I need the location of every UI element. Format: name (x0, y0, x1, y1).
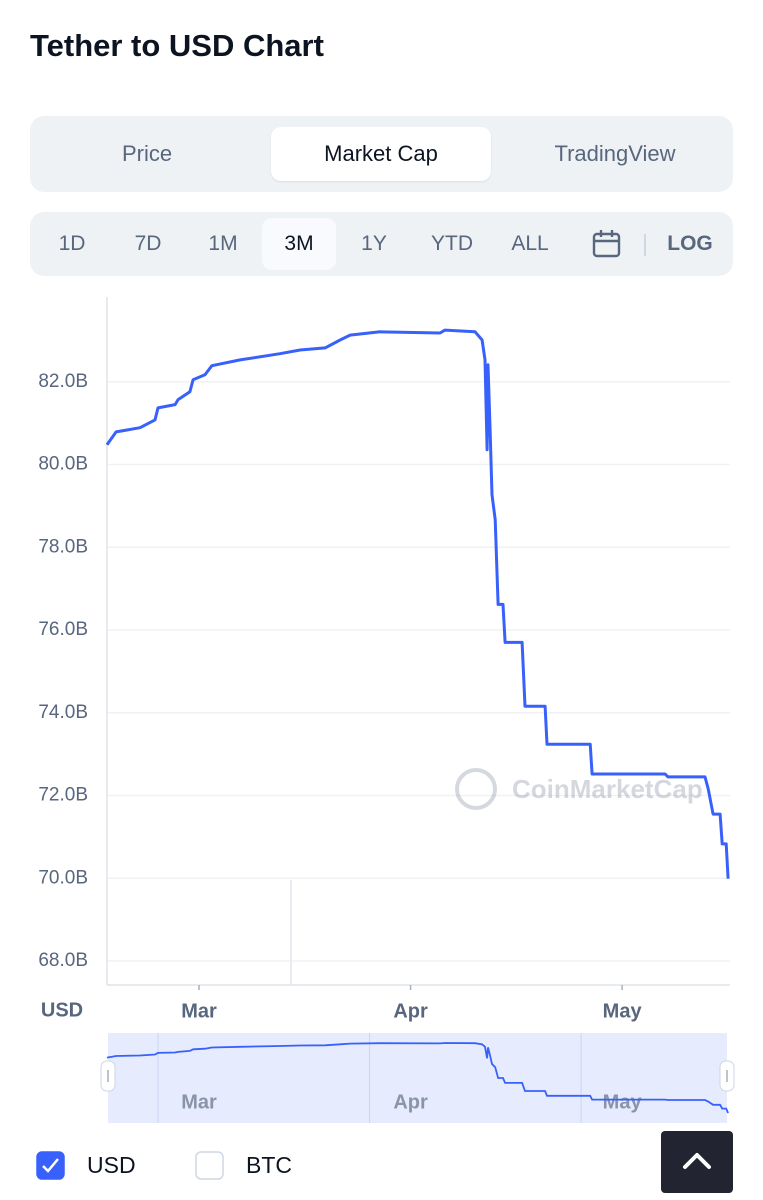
watermark: CoinMarketCap (455, 768, 703, 810)
range-button[interactable]: YTD (431, 232, 473, 255)
tab[interactable]: Market Cap (271, 127, 491, 181)
price-line (105, 328, 730, 879)
y-tick-label: 80.0B (38, 454, 88, 475)
watermark-text: CoinMarketCap (512, 774, 703, 804)
navigator-label: May (603, 1091, 643, 1113)
y-tick-label: 68.0B (38, 950, 88, 971)
y-tick-label: 78.0B (38, 536, 88, 557)
range-button[interactable]: 1D (58, 232, 86, 255)
axis-label: USD (41, 999, 83, 1021)
tab-bar: Price Market Cap TradingView (30, 116, 733, 192)
tab[interactable]: Price (121, 141, 173, 166)
y-tick-label: 82.0B (38, 371, 88, 392)
range-button[interactable]: ALL (511, 232, 549, 255)
y-tick-label: 70.0B (38, 867, 88, 888)
checkbox (195, 1151, 224, 1180)
range-button[interactable]: 7D (134, 232, 162, 255)
legend-label: USD (87, 1152, 136, 1178)
watermark-logo (455, 768, 497, 810)
checkbox (36, 1151, 65, 1180)
x-tick-label: Apr (393, 1000, 428, 1022)
navigator-line (106, 1042, 729, 1114)
legend-label: BTC (246, 1152, 292, 1178)
x-tick-label: Mar (181, 1000, 217, 1022)
navigator-label: Apr (393, 1091, 428, 1113)
y-tick-label: 72.0B (38, 785, 88, 806)
y-tick-label: 76.0B (38, 619, 88, 640)
range-button[interactable]: 1M (208, 232, 238, 255)
legend-item[interactable]: USD (36, 1151, 136, 1180)
navigator-label: Mar (181, 1091, 217, 1113)
page-title: Tether to USD Chart (30, 28, 324, 63)
range-bar: LOG 1D 7D 1M 3M 1Y YTD ALL (30, 212, 733, 276)
chart: 68.0B 70.0B 72.0B 74.0B 76.0B 78.0B 80.0B 82.0B… (36, 297, 735, 1180)
x-tick-label: May (603, 1000, 643, 1022)
log-toggle[interactable]: LOG (667, 232, 713, 255)
legend-item[interactable]: BTC (195, 1151, 292, 1180)
separator (644, 234, 646, 256)
y-tick-label: 74.0B (38, 702, 88, 723)
range-button[interactable]: 3M (262, 218, 336, 270)
range-button[interactable]: 1Y (361, 232, 387, 255)
scroll-top-button[interactable] (661, 1131, 733, 1193)
calendar-icon[interactable] (592, 229, 622, 259)
tab[interactable]: TradingView (554, 141, 676, 166)
checkmark (42, 1158, 59, 1173)
